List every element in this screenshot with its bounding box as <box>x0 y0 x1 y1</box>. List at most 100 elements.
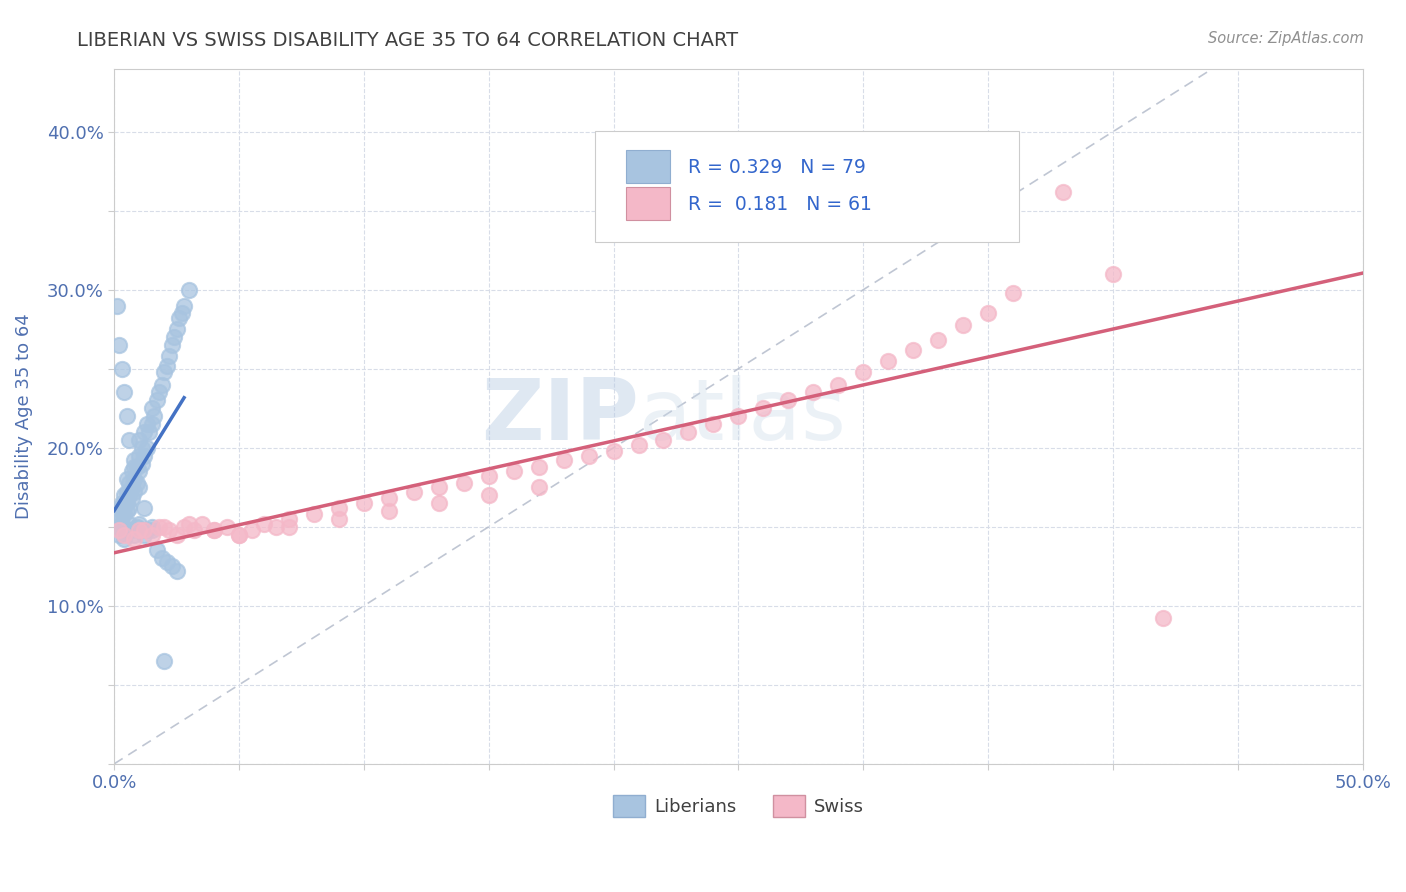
Point <box>121 465 143 479</box>
Text: R = 0.329   N = 79: R = 0.329 N = 79 <box>689 158 866 177</box>
Point <box>131 441 153 455</box>
Point <box>727 409 749 424</box>
Point <box>378 504 401 518</box>
Point <box>1052 185 1074 199</box>
Point <box>108 338 131 352</box>
Point <box>111 516 134 531</box>
Point <box>183 523 205 537</box>
Point <box>553 453 575 467</box>
Point <box>111 361 134 376</box>
Point <box>1001 285 1024 300</box>
Point <box>122 459 145 474</box>
Point <box>153 365 176 379</box>
Point <box>173 299 195 313</box>
Point <box>877 354 900 368</box>
Y-axis label: Disability Age 35 to 64: Disability Age 35 to 64 <box>15 313 32 519</box>
Point <box>150 377 173 392</box>
Point <box>118 500 141 515</box>
Point <box>134 425 156 439</box>
Point <box>453 475 475 490</box>
Point <box>118 475 141 490</box>
Bar <box>626 150 669 183</box>
Point <box>202 523 225 537</box>
Point <box>253 516 276 531</box>
Point <box>353 496 375 510</box>
Point <box>148 520 170 534</box>
FancyBboxPatch shape <box>595 131 1019 243</box>
Point <box>125 475 148 490</box>
Point <box>328 500 350 515</box>
Text: LIBERIAN VS SWISS DISABILITY AGE 35 TO 64 CORRELATION CHART: LIBERIAN VS SWISS DISABILITY AGE 35 TO 6… <box>77 31 738 50</box>
Point <box>427 496 450 510</box>
Point <box>141 523 163 537</box>
Point <box>177 516 200 531</box>
Point <box>121 491 143 506</box>
Point <box>108 523 131 537</box>
Point <box>578 449 600 463</box>
Point <box>952 318 974 332</box>
Point <box>527 480 550 494</box>
Point <box>228 527 250 541</box>
Point <box>163 330 186 344</box>
Point <box>502 465 524 479</box>
Point <box>128 523 150 537</box>
Point <box>112 488 135 502</box>
Point <box>135 441 157 455</box>
Point <box>157 349 180 363</box>
Point <box>121 480 143 494</box>
Point <box>122 472 145 486</box>
Point <box>378 491 401 506</box>
Point <box>134 449 156 463</box>
Point <box>240 523 263 537</box>
Point <box>115 523 138 537</box>
Point <box>170 306 193 320</box>
Point <box>157 523 180 537</box>
Point <box>112 527 135 541</box>
Point <box>135 417 157 431</box>
Point <box>134 527 156 541</box>
Point <box>131 523 153 537</box>
Point <box>173 520 195 534</box>
Point <box>228 527 250 541</box>
Point <box>166 322 188 336</box>
Point <box>153 654 176 668</box>
Point <box>141 527 163 541</box>
Point <box>105 299 128 313</box>
Point <box>111 523 134 537</box>
Point <box>128 465 150 479</box>
Point <box>115 504 138 518</box>
Bar <box>626 186 669 220</box>
Point <box>427 480 450 494</box>
Point <box>852 365 875 379</box>
Point <box>118 516 141 531</box>
Point <box>602 444 624 458</box>
Point <box>302 507 325 521</box>
Point <box>901 343 924 357</box>
Point <box>153 520 176 534</box>
Point <box>801 385 824 400</box>
Point <box>134 500 156 515</box>
Point <box>122 485 145 500</box>
Point <box>128 449 150 463</box>
Point <box>135 523 157 537</box>
Point <box>150 551 173 566</box>
Point <box>527 459 550 474</box>
Point <box>478 488 501 502</box>
Point <box>778 393 800 408</box>
Point <box>125 459 148 474</box>
Point <box>131 457 153 471</box>
Point <box>652 433 675 447</box>
Point <box>122 533 145 547</box>
Point <box>112 496 135 510</box>
Point <box>121 523 143 537</box>
Point <box>108 520 131 534</box>
Point <box>105 512 128 526</box>
Text: R =  0.181   N = 61: R = 0.181 N = 61 <box>689 194 872 213</box>
Point <box>118 433 141 447</box>
Point <box>115 409 138 424</box>
Point <box>118 488 141 502</box>
Point <box>627 437 650 451</box>
Point <box>1152 611 1174 625</box>
Point <box>752 401 775 416</box>
Point <box>112 507 135 521</box>
